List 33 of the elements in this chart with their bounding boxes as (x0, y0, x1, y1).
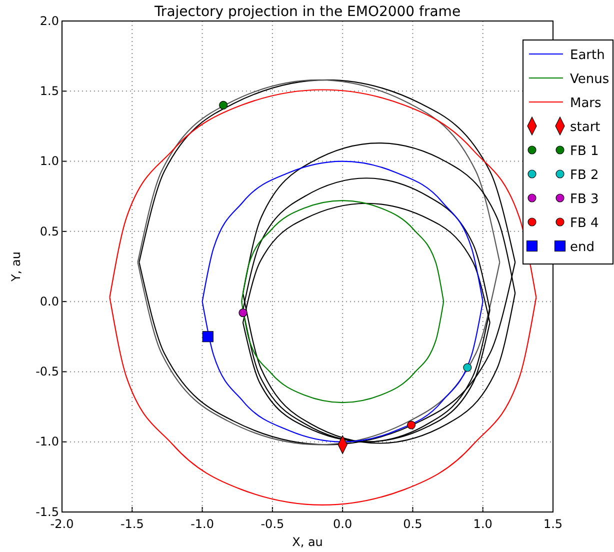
y-tick-label: -1.5 (36, 504, 59, 519)
legend-label: end (570, 240, 594, 255)
y-tick-label: -1.0 (36, 434, 59, 449)
chart-title: Trajectory projection in the EMO2000 frame (153, 4, 461, 20)
legend-label: Venus (570, 72, 610, 87)
legend-label: start (570, 120, 600, 135)
point (407, 420, 416, 430)
y-tick-label: 2.0 (40, 14, 59, 28)
x-tick-label: -1.0 (190, 517, 214, 532)
y-tick-label: 1.5 (40, 84, 59, 98)
x-tick-label: -2.0 (50, 517, 74, 532)
point (463, 363, 472, 372)
x-tick-label: 1.0 (473, 517, 492, 532)
x-axis-title: X, au (292, 535, 323, 549)
x-tick-label: -1.5 (120, 517, 144, 532)
legend-label: Mars (570, 96, 602, 111)
y-tick-label: -0.5 (36, 364, 59, 379)
point (238, 308, 248, 318)
y-tick-label: 0.5 (40, 224, 59, 238)
legend-label: FB 3 (570, 192, 599, 207)
legend-label: Earth (570, 48, 605, 63)
x-tick-label: 0.5 (403, 517, 422, 532)
y-tick-label: 1.0 (40, 154, 59, 168)
legend-label: FB 1 (570, 144, 599, 159)
y-axis-title: Y, au (9, 252, 23, 282)
x-tick-label: -0.5 (260, 517, 284, 532)
point (219, 100, 228, 110)
point (202, 331, 214, 342)
legend-label: FB 4 (570, 216, 599, 231)
legend-label: FB 2 (570, 168, 599, 183)
x-tick-label: 0.0 (333, 517, 352, 532)
x-tick-label: 1.5 (543, 517, 563, 532)
y-tick-label: 0.0 (40, 294, 59, 308)
